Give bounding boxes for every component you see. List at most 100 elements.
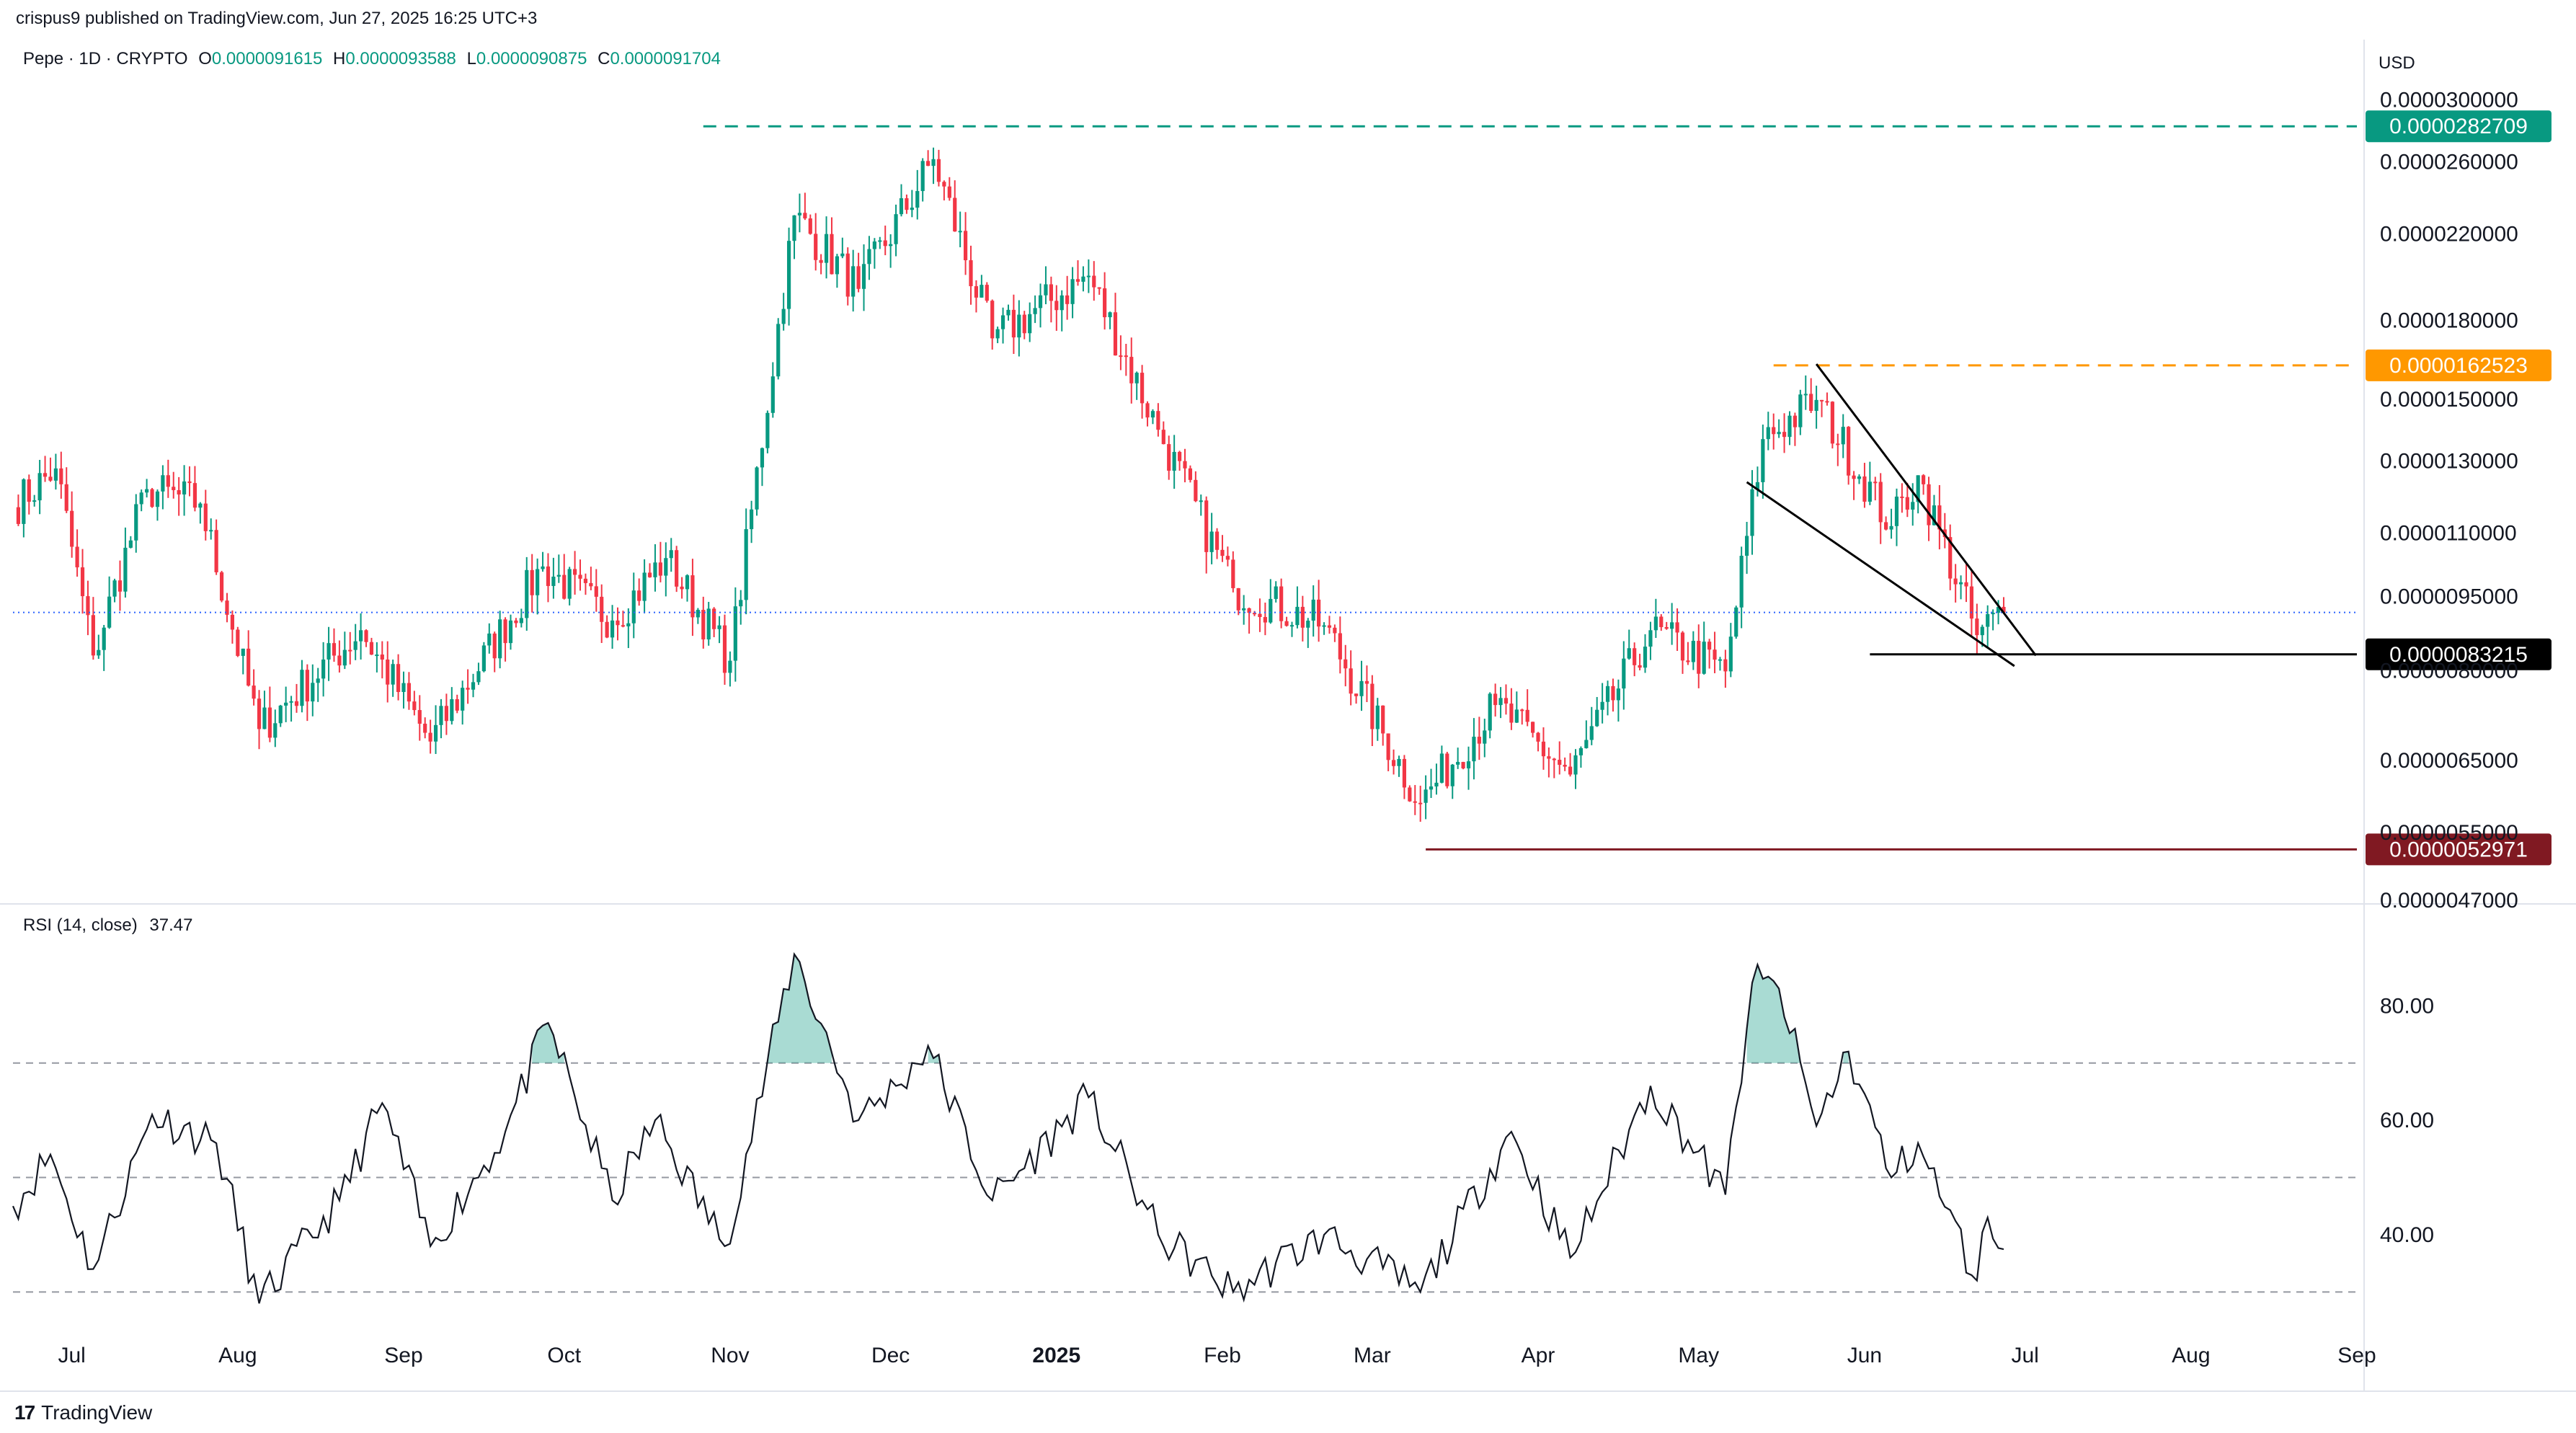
candle-body [664,558,668,576]
candle-body [750,509,754,530]
candle [856,252,861,293]
candle [1547,747,1551,778]
candle-body [48,476,53,481]
candle-body [481,645,486,672]
candle [739,590,743,625]
candle [1755,466,1760,497]
candle [969,245,973,305]
candle [1386,733,1390,771]
candle [1814,386,1818,429]
candle [1552,758,1556,778]
candle-body [1343,659,1348,669]
candle-body [1691,641,1695,662]
candle-body [541,566,545,569]
candle [1338,616,1342,674]
candle [621,611,626,628]
candle-body [1996,606,2001,613]
candle-body [872,241,876,249]
candle-body [219,572,224,601]
candle [589,567,593,590]
candle-body [701,610,706,640]
candle [690,559,695,636]
candle-body [1049,284,1053,301]
rsi-legend: RSI (14, close) 37.47 [23,915,192,936]
symbol-name[interactable]: Pepe · 1D · CRYPTO [23,49,188,68]
candle-body [1536,732,1540,742]
candle [1075,260,1080,286]
candle [1349,650,1353,706]
candle-body [1744,536,1749,556]
candle [525,556,529,631]
rsi-value: 37.47 [149,915,193,935]
candle [1659,614,1664,631]
candle-body [1584,740,1589,748]
candle-body [600,596,604,622]
candle-body [1488,693,1492,731]
candle-body [621,625,626,627]
candle [1231,551,1235,593]
candle-body [840,253,845,257]
candle-body [626,623,631,626]
candle [1969,570,1974,637]
candle-body [1247,608,1251,613]
candle [1070,267,1075,319]
open-value: 0.0000091615 [211,49,323,68]
candle [541,551,545,572]
candle-body [252,686,256,699]
candle [401,671,406,709]
candle-body [1386,733,1390,760]
candle [332,628,337,662]
candle-body [1713,649,1717,660]
currency-label[interactable]: USD [2379,53,2415,73]
candle-body [428,732,432,742]
candle-body [1648,630,1653,647]
price-tick-label: 0.0000047000 [2380,889,2518,913]
candle-body [1558,760,1562,766]
time-tick-label: Jul [58,1344,85,1367]
candle-body [1953,578,1958,585]
candle [150,487,154,508]
rsi-tick-label: 60.00 [2380,1109,2434,1132]
candle-body [1991,613,1995,615]
candle-body [22,479,26,524]
candle-body [690,575,695,618]
candle [1461,761,1465,770]
candle-body [53,468,58,481]
candle-body [551,576,556,586]
candle-body [1044,284,1048,296]
candle [1161,421,1165,445]
candle-body [1825,401,1829,403]
candle-body [530,569,534,595]
candle [530,554,534,613]
candle-body [567,569,572,599]
candle [16,494,21,526]
candle [1194,471,1198,502]
candle-body [1413,801,1417,803]
candle-body [1402,758,1407,788]
candle [1991,609,1995,631]
candle [1242,595,1246,625]
candle [744,508,748,615]
candle-body [37,473,42,501]
time-tick-label: Sep [2337,1344,2376,1367]
candle-body [819,259,823,263]
candle [920,158,925,202]
candle-body [134,504,138,541]
candle [664,542,668,597]
candle-body [466,688,470,690]
time-tick-label: Apr [1522,1344,1555,1367]
candle-body [1563,765,1567,767]
candle-body [117,580,123,592]
candle [1691,631,1695,670]
candle [433,705,438,755]
candle [1424,775,1428,820]
candle [696,608,700,624]
candle [562,554,567,600]
high-price-tag-bg [2366,110,2551,143]
rsi-label[interactable]: RSI (14, close) [23,915,138,935]
price-tick-label: 0.0000080000 [2380,659,2518,683]
candle [1568,753,1573,777]
candle [503,617,507,662]
candle-body [1327,625,1332,628]
